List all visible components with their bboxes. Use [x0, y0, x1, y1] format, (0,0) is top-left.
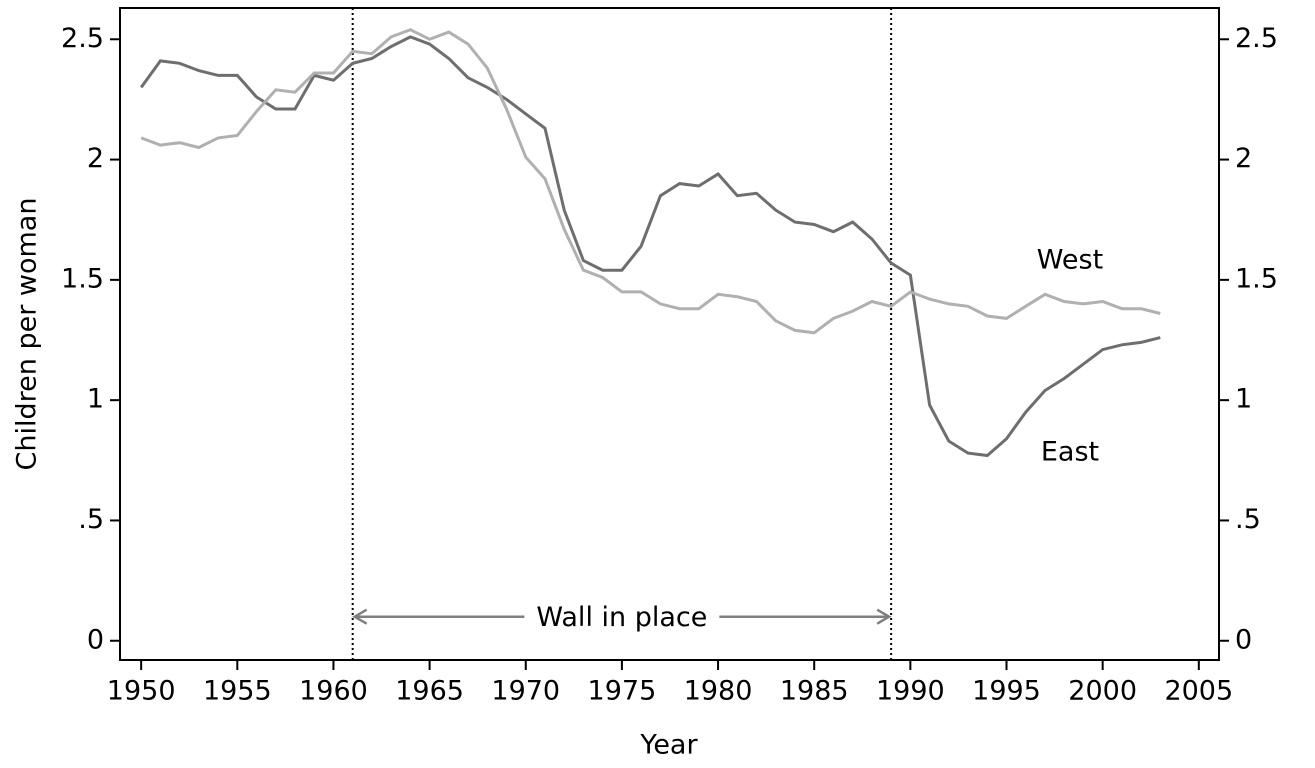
- x-tick-label: 1960: [299, 676, 368, 707]
- y2-tick-label: 2.5: [1235, 23, 1278, 54]
- x-tick-label: 2000: [1068, 676, 1137, 707]
- y-axis-title: Children per woman: [12, 198, 43, 471]
- annotation-arrow: [352, 608, 525, 625]
- series-label: West: [1037, 245, 1103, 276]
- series-line: [139, 35, 1161, 458]
- x-tick-label: 1955: [203, 676, 272, 707]
- x-tick-label: 1980: [684, 676, 753, 707]
- y-tick-label: 2.5: [61, 23, 104, 54]
- x-tick-label: 1965: [395, 676, 464, 707]
- y-tick-label: 0: [87, 624, 104, 655]
- y2-tick-label: 1.5: [1235, 263, 1278, 294]
- series-label: East: [1041, 437, 1099, 468]
- annotation-arrow: [719, 608, 892, 625]
- x-tick-label: 1970: [491, 676, 560, 707]
- y2-tick-label: 0: [1235, 624, 1252, 655]
- y-tick-label: 2: [87, 143, 104, 174]
- plot-frame: [119, 7, 1220, 661]
- series-line: [140, 28, 1161, 335]
- y-tick-label: 1.5: [61, 263, 104, 294]
- y-tick-label: .5: [78, 504, 104, 535]
- y2-tick-label: 2: [1235, 143, 1252, 174]
- x-tick-label: 2005: [1164, 676, 1233, 707]
- x-tick-label: 1950: [107, 676, 176, 707]
- x-tick-label: 1995: [972, 676, 1041, 707]
- x-tick-label: 1985: [780, 676, 849, 707]
- y-tick-label: 1: [87, 384, 104, 415]
- x-tick-label: 1975: [588, 676, 657, 707]
- x-axis-title: Year: [639, 730, 698, 761]
- y2-tick-label: .5: [1235, 504, 1261, 535]
- y2-tick-label: 1: [1235, 384, 1252, 415]
- annotation-label: Wall in place: [536, 602, 707, 633]
- x-tick-label: 1990: [876, 676, 945, 707]
